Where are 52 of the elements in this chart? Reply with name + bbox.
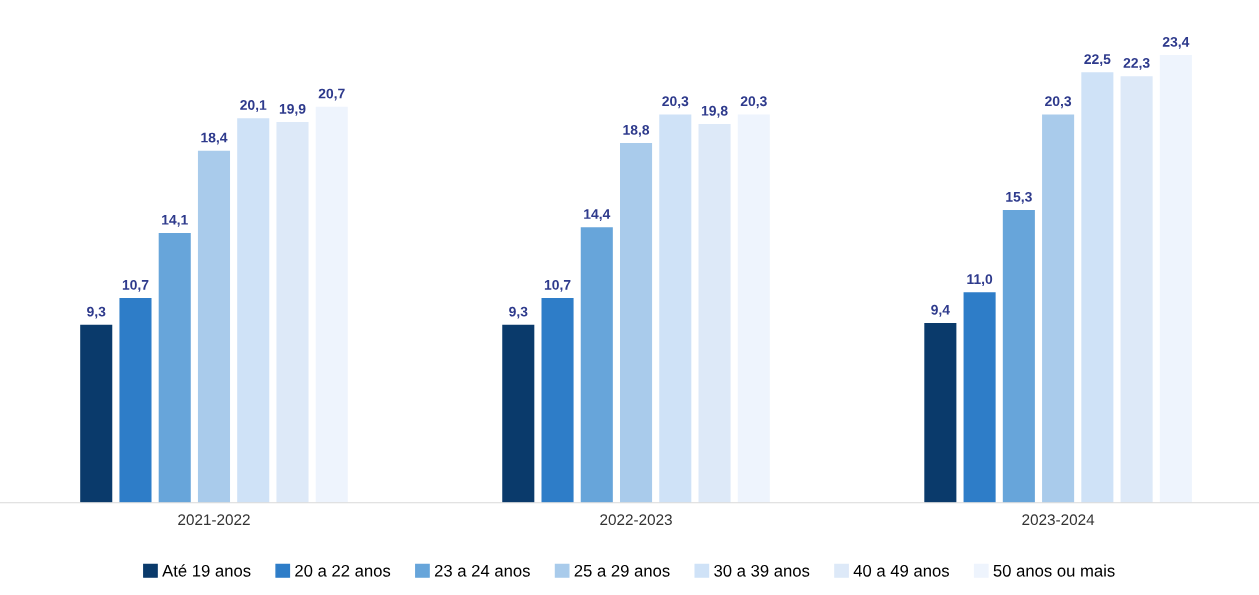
x-tick-label: 2022-2023 (600, 514, 672, 526)
bar (197, 150, 231, 503)
bar (659, 114, 692, 503)
data-label: 9,4 (931, 304, 950, 317)
data-label: 20,1 (240, 100, 267, 112)
data-label: 20,3 (662, 96, 689, 109)
bar (1081, 72, 1114, 503)
bar (541, 298, 574, 503)
data-label: 10,7 (544, 279, 571, 292)
data-label: 11,0 (967, 274, 993, 287)
data-label: 19,9 (279, 103, 306, 116)
bar (698, 123, 731, 503)
data-label: 14,4 (584, 209, 611, 221)
legend-label: 40 a 49 anos (853, 564, 949, 577)
data-label: 20,3 (1045, 96, 1072, 109)
bar (158, 233, 191, 503)
legend-label: Até 19 anos (162, 564, 251, 577)
data-label: 9,3 (87, 306, 106, 319)
bar (1120, 76, 1153, 503)
data-label: 18,8 (623, 124, 650, 137)
bar (315, 106, 348, 503)
bar (620, 143, 653, 503)
x-tick-label: 2023-2024 (1022, 514, 1095, 526)
legend-label: 25 a 29 anos (574, 564, 670, 577)
data-label: 18,4 (201, 132, 228, 145)
data-label: 20,3 (740, 96, 767, 109)
bar (737, 114, 770, 503)
data-label: 20,7 (318, 88, 345, 101)
legend-label: 23 a 24 anos (434, 564, 530, 577)
bar (80, 324, 113, 503)
bar (963, 292, 996, 503)
data-label: 19,8 (701, 105, 728, 118)
bar (1042, 114, 1075, 503)
bar (924, 322, 957, 503)
bar (1159, 55, 1192, 503)
bar (119, 298, 152, 503)
legend-label: 50 anos ou mais (993, 564, 1115, 577)
bar (502, 324, 535, 503)
data-label: 15,3 (1006, 191, 1032, 204)
data-label: 22,3 (1123, 58, 1150, 70)
data-label: 9,3 (509, 306, 528, 319)
data-label: 10,7 (122, 279, 149, 292)
bar (1002, 210, 1035, 503)
bar (580, 227, 613, 503)
data-label: 22,5 (1084, 54, 1111, 67)
legend-label: 30 a 39 anos (714, 564, 810, 577)
legend-label: 20 a 22 anos (295, 564, 391, 577)
data-label: 23,4 (1162, 36, 1190, 49)
bar (276, 122, 309, 503)
data-label: 14,1 (162, 215, 188, 227)
bar (237, 118, 270, 503)
x-tick-label: 2021-2022 (178, 514, 250, 526)
